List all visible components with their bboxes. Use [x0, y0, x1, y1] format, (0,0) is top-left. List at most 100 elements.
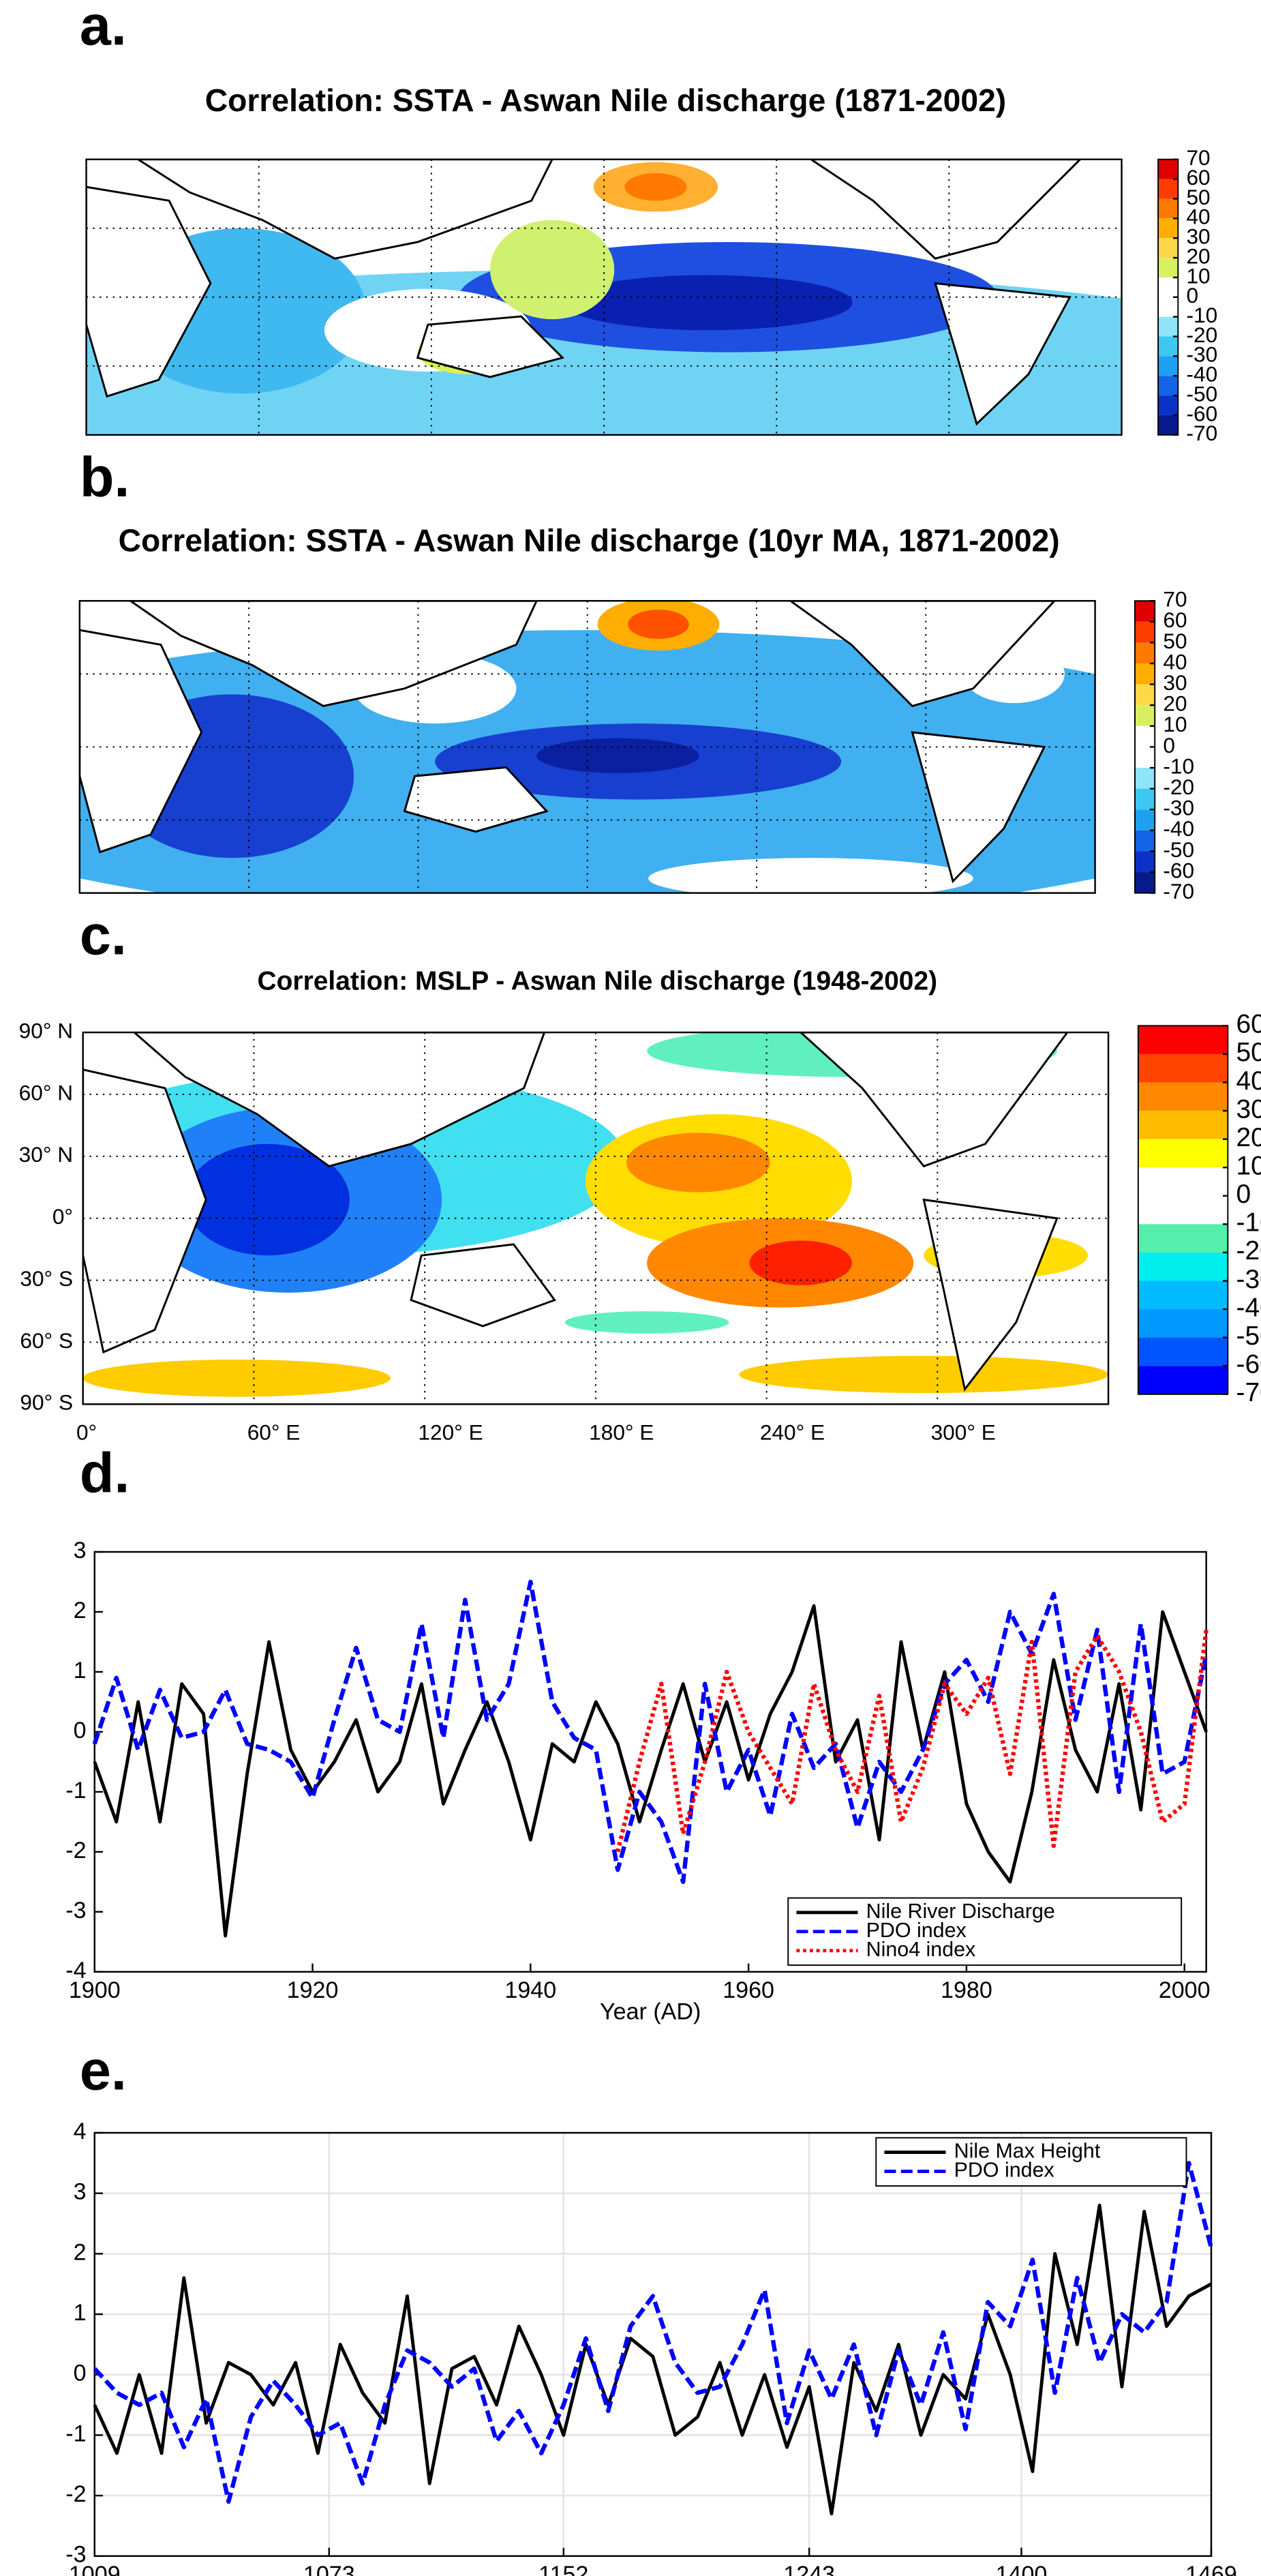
colorbar-tick-label: 40 [1186, 205, 1210, 229]
x-tick-label: 1073 [303, 2562, 355, 2576]
panel-label: b. [80, 445, 130, 509]
lat-label: 90° S [20, 1390, 73, 1415]
colorbar-tick-label: -20 [1163, 775, 1194, 799]
colorbar-tick-label: -60 [1186, 401, 1217, 425]
chart-title: Correlation: SSTA - Aswan Nile discharge… [205, 83, 1006, 118]
lat-label: 60° N [19, 1080, 73, 1105]
colorbar-swatch [1135, 872, 1155, 893]
y-tick-label: 1 [74, 1658, 87, 1683]
continent [799, 1032, 1069, 1168]
y-tick-label: 0 [74, 1718, 87, 1743]
colorbar-tick-label: 40 [1163, 649, 1187, 674]
colorbar-tick-label: 20 [1186, 243, 1210, 268]
lat-label: 60° S [20, 1328, 73, 1353]
legend-label: Nile Max Height [954, 2140, 1101, 2163]
field-contour [648, 858, 973, 893]
colorbar-swatch [1135, 663, 1155, 685]
series-line [616, 1630, 1209, 1853]
colorbar-swatch [1158, 356, 1179, 376]
colorbar-swatch [1138, 1224, 1228, 1253]
colorbar-tick-label: -10 [1186, 303, 1217, 327]
lat-label: 30° S [20, 1266, 73, 1291]
x-tick-label: 1469 [1185, 2562, 1237, 2576]
y-tick-label: 4 [74, 2118, 87, 2144]
colorbar-swatch [1158, 376, 1179, 396]
x-axis-label: Year (AD) [600, 1999, 701, 2025]
colorbar-swatch [1158, 336, 1179, 357]
colorbar-tick-label: -20 [1186, 323, 1217, 347]
colorbar-swatch [1135, 851, 1155, 873]
colorbar-tick-label: 0 [1186, 283, 1198, 308]
colorbar-tick-label: -10 [1163, 753, 1194, 778]
colorbar-swatch [1158, 316, 1179, 337]
colorbar-swatch [1135, 725, 1155, 747]
continent [809, 159, 1082, 260]
colorbar-swatch [1158, 258, 1179, 278]
colorbar-swatch [1138, 1053, 1228, 1083]
colorbar-swatch [1138, 1111, 1228, 1139]
continent [79, 629, 203, 854]
field-contour [82, 1359, 391, 1397]
series-line [93, 1604, 1208, 1938]
colorbar-tick-label: 20 [1163, 691, 1187, 716]
colorbar-tick-label: -50 [1163, 837, 1194, 862]
colorbar-swatch [1138, 1309, 1228, 1338]
lon-label: 120° E [418, 1420, 483, 1445]
continent [416, 315, 565, 378]
lon-label: 300° E [931, 1420, 996, 1445]
map [82, 1032, 1109, 1405]
colorbar-tick-label: -70 [1163, 879, 1194, 903]
continent [934, 282, 1072, 426]
series-line [93, 2161, 1214, 2504]
continent [922, 1198, 1059, 1392]
colorbar-swatch [1158, 415, 1179, 435]
colorbar-tick-label: -60 [1163, 858, 1194, 882]
colorbar-tick-label: 40 [1236, 1066, 1261, 1096]
lat-label: 0° [52, 1204, 73, 1229]
colorbar-swatch [1138, 1025, 1228, 1054]
y-tick-label: -3 [65, 2542, 86, 2568]
y-tick-label: 1 [74, 2300, 87, 2326]
y-tick-label: -1 [65, 1778, 86, 1803]
legend-label: PDO index [954, 2159, 1054, 2182]
y-tick-label: -2 [65, 1838, 86, 1863]
colorbar-tick-label: 60 [1186, 165, 1210, 190]
lon-label: 0° [76, 1420, 97, 1445]
colorbar-tick-label: 20 [1236, 1123, 1261, 1152]
colorbar-tick-label: 0 [1236, 1180, 1251, 1209]
legend-label: PDO index [866, 1919, 967, 1942]
colorbar-tick-label: 10 [1186, 263, 1210, 288]
map-frame [82, 1031, 1110, 1405]
panel-label: e. [80, 2039, 127, 2102]
colorbar-swatch [1135, 621, 1155, 643]
x-tick-label: 1009 [69, 2562, 121, 2576]
colorbar-swatch [1138, 1252, 1228, 1281]
colorbar-tick-label: -50 [1186, 381, 1217, 406]
colorbar-swatch [1158, 238, 1179, 258]
field-contour [564, 1311, 729, 1334]
colorbar-tick-label: 60 [1236, 1010, 1261, 1039]
x-tick-label: 1980 [941, 1977, 992, 2003]
panel-label: a. [80, 0, 127, 57]
continent [86, 185, 212, 398]
colorbar-swatch [1158, 218, 1179, 239]
x-tick-label: 1960 [723, 1977, 774, 2003]
continent [403, 766, 549, 833]
colorbar-swatch [1138, 1082, 1228, 1111]
legend-label: Nile River Discharge [866, 1900, 1055, 1923]
colorbar-tick-label: 60 [1163, 608, 1187, 632]
colorbar-frame [1137, 1025, 1229, 1395]
colorbar-swatch [1138, 1366, 1228, 1394]
legend-box [875, 2137, 1187, 2187]
colorbar-swatch [1158, 297, 1179, 317]
continent [789, 601, 1056, 708]
field-contour [739, 1356, 1109, 1394]
chart-title: Correlation: SSTA - Aswan Nile discharge… [119, 522, 1060, 558]
field-contour [628, 610, 689, 639]
y-tick-label: 2 [74, 2239, 87, 2265]
map-frame [85, 158, 1123, 436]
colorbar-swatch [1135, 747, 1155, 768]
colorbar-tick-label: 10 [1236, 1152, 1261, 1181]
colorbar-swatch [1135, 642, 1155, 664]
